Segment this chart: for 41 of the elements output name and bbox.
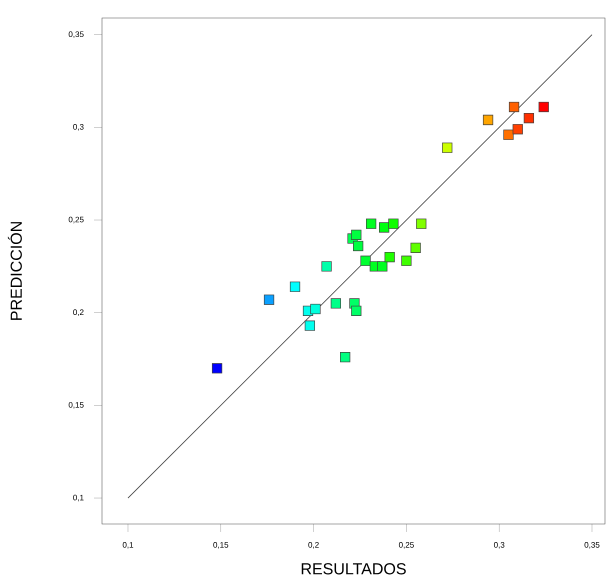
- point: [366, 218, 376, 229]
- x-tick-label: 0,3: [494, 542, 504, 549]
- point: [360, 256, 371, 266]
- x-tick-label: 0,2: [308, 542, 319, 549]
- point: [384, 252, 395, 262]
- point: [377, 261, 388, 272]
- y-tick-label: 0,15: [68, 402, 84, 409]
- point: [330, 298, 341, 309]
- x-tick-label: 0,1: [122, 542, 134, 549]
- y-tick-label: 0,2: [73, 309, 84, 316]
- point: [304, 320, 316, 331]
- point: [388, 218, 399, 229]
- x-tick-label: 0,35: [584, 542, 600, 549]
- point: [482, 114, 494, 126]
- point: [351, 230, 362, 240]
- y-tick-label: 0,25: [68, 216, 84, 224]
- point: [351, 306, 362, 316]
- point: [290, 282, 300, 292]
- point: [264, 294, 274, 305]
- x-tick-label: 0,25: [398, 542, 414, 549]
- point: [401, 256, 412, 266]
- y-tick-label: 0,3: [73, 124, 84, 131]
- point: [378, 222, 390, 233]
- x-tick-label: 0,15: [213, 542, 228, 549]
- point: [442, 142, 452, 153]
- point: [416, 218, 426, 229]
- point: [512, 124, 523, 134]
- x-axis-title: RESULTADOS: [302, 563, 406, 574]
- point: [524, 112, 534, 124]
- point: [353, 240, 364, 252]
- point: [503, 130, 514, 140]
- point: [212, 363, 222, 374]
- point: [340, 352, 350, 362]
- y-tick-label: 0,35: [68, 31, 84, 38]
- point: [508, 102, 520, 112]
- point: [321, 261, 332, 272]
- point: [538, 102, 549, 112]
- point: [410, 242, 421, 253]
- point: [310, 304, 321, 314]
- y-axis-title: PREDICCIÓN: [8, 222, 22, 320]
- y-tick-label: 0,1: [73, 494, 84, 502]
